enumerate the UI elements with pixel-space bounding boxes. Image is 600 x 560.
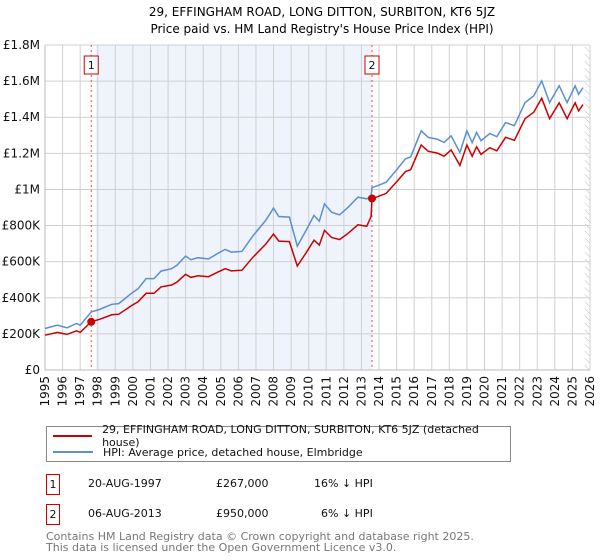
chart-title: 29, EFFINGHAM ROAD, LONG DITTON, SURBITO… — [149, 5, 495, 19]
x-tick-label: 2016 — [407, 376, 421, 407]
shaded-period — [95, 45, 372, 370]
price-line — [44, 96, 584, 336]
x-tick-label: 2001 — [143, 376, 157, 407]
footer-copyright: Contains HM Land Registry data © Crown c… — [46, 530, 474, 543]
y-tick-label: £0 — [25, 363, 40, 377]
legend-label: HPI: Average price, detached house, Elmb… — [103, 445, 363, 459]
x-tick-label: 2017 — [425, 376, 439, 407]
y-tick-label: £400K — [2, 291, 42, 305]
hatched-region — [584, 45, 590, 370]
legend-item-hpi: HPI: Average price, detached house, Elmb… — [53, 444, 363, 460]
x-tick-label: 2014 — [372, 376, 386, 407]
legend: 29, EFFINGHAM ROAD, LONG DITTON, SURBITO… — [46, 423, 511, 462]
x-tick-label: 2006 — [231, 376, 245, 407]
x-tick-label: 2002 — [161, 376, 175, 407]
x-tick-label: 2008 — [267, 376, 281, 407]
sale-point — [368, 194, 376, 203]
footer-licence: This data is licensed under the Open Gov… — [46, 541, 397, 554]
x-tick-label: 1999 — [108, 376, 122, 407]
x-tick-label: 2012 — [337, 376, 351, 407]
y-tick-label: £1.2M — [3, 146, 40, 160]
x-tick-label: 1997 — [73, 376, 87, 407]
x-tick-label: 1998 — [91, 376, 105, 407]
y-tick-label: £1.4M — [3, 110, 40, 124]
x-tick-label: 2013 — [354, 376, 368, 407]
x-tick-label: 2023 — [530, 376, 544, 407]
x-tick-label: 2022 — [513, 376, 527, 407]
sale-point — [87, 317, 96, 326]
y-tick-label: £600K — [2, 255, 42, 269]
x-tick-label: 1995 — [38, 376, 52, 407]
x-tick-label: 1996 — [56, 376, 70, 407]
sale-label: 1 — [88, 59, 95, 72]
x-tick-label: 2004 — [196, 376, 210, 407]
x-tick-label: 2019 — [460, 376, 474, 407]
x-tick-label: 2007 — [249, 376, 263, 407]
x-tick-label: 2025 — [565, 376, 579, 407]
transaction-price: £267,000 — [216, 477, 269, 490]
x-tick-label: 2005 — [214, 376, 228, 407]
x-tick-label: 2015 — [390, 376, 404, 407]
x-tick-label: 2011 — [319, 376, 333, 407]
y-tick-label: £800K — [2, 219, 42, 233]
marker-box: 2 — [46, 504, 60, 525]
chart-subtitle: Price paid vs. HM Land Registry's House … — [150, 22, 493, 36]
x-tick-label: 2009 — [284, 376, 298, 407]
hpi-line — [44, 79, 584, 330]
legend-swatch-red — [53, 435, 93, 437]
transaction-price: £950,000 — [216, 507, 269, 520]
x-tick-label: 2000 — [126, 376, 140, 407]
y-tick-label: £200K — [2, 327, 42, 341]
transaction-hpi: 16% ↓ HPI — [314, 477, 373, 490]
y-tick-label: £1.6M — [3, 74, 40, 88]
sale-label-box — [364, 55, 380, 75]
legend-label: 29, EFFINGHAM ROAD, LONG DITTON, SURBITO… — [102, 423, 479, 449]
x-tick-label: 2024 — [548, 376, 562, 407]
x-tick-label: 2026 — [583, 376, 597, 407]
y-tick-label: £1M — [14, 182, 40, 196]
marker-box: 1 — [46, 474, 60, 495]
x-tick-label: 2010 — [302, 376, 316, 407]
legend-swatch-blue — [53, 451, 93, 453]
sale-label-box — [83, 55, 99, 75]
x-tick-label: 2020 — [478, 376, 492, 407]
transaction-date: 06-AUG-2013 — [88, 507, 162, 520]
transaction-date: 20-AUG-1997 — [88, 477, 162, 490]
x-tick-label: 2021 — [495, 376, 509, 407]
y-tick-label: £1.8M — [3, 38, 40, 52]
x-tick-label: 2003 — [179, 376, 193, 407]
x-tick-label: 2018 — [442, 376, 456, 407]
sale-label: 2 — [369, 59, 376, 72]
transaction-hpi: 6% ↓ HPI — [321, 507, 373, 520]
legend-item-price: 29, EFFINGHAM ROAD, LONG DITTON, SURBITO… — [53, 423, 510, 449]
price-chart: 29, EFFINGHAM ROAD, LONG DITTON, SURBITO… — [2, 5, 597, 407]
